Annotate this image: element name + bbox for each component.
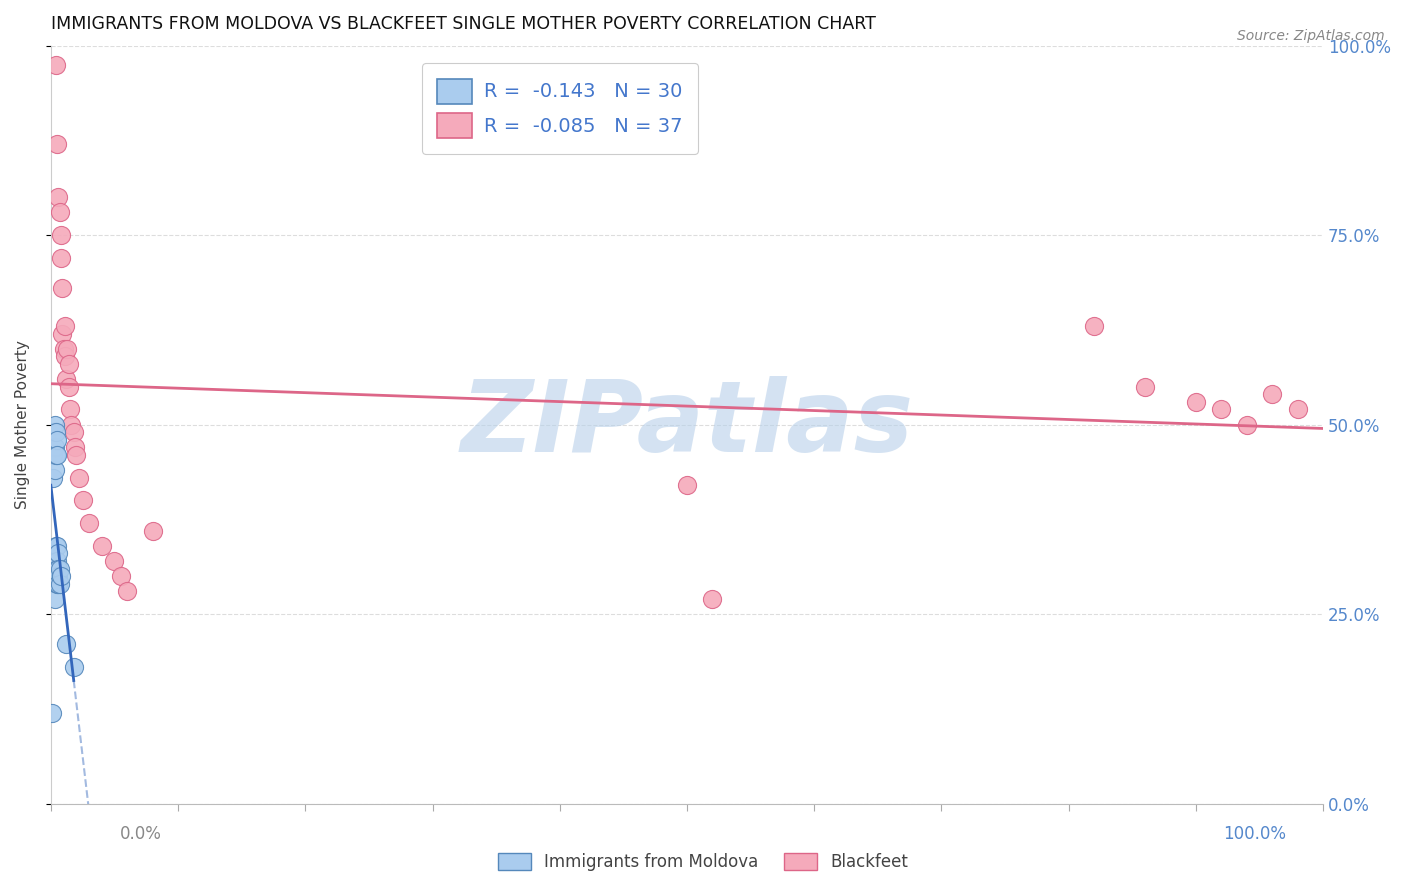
Point <box>51 326 73 341</box>
Point <box>42 425 65 440</box>
Point <box>45 57 67 71</box>
Point <box>52 342 75 356</box>
Point <box>46 576 69 591</box>
Legend: R =  -0.143   N = 30, R =  -0.085   N = 37: R = -0.143 N = 30, R = -0.085 N = 37 <box>422 63 697 153</box>
Point <box>110 569 132 583</box>
Point <box>62 425 84 440</box>
Point <box>90 539 112 553</box>
Point <box>58 380 80 394</box>
Point <box>46 539 69 553</box>
Point <box>46 448 69 462</box>
Point <box>45 448 67 462</box>
Point <box>48 546 70 560</box>
Point <box>55 637 77 651</box>
Point <box>48 561 70 575</box>
Point <box>45 554 67 568</box>
Point <box>42 470 65 484</box>
Point <box>62 660 84 674</box>
Point <box>48 561 70 575</box>
Text: 0.0%: 0.0% <box>120 825 162 843</box>
Point <box>49 228 72 243</box>
Point <box>676 478 699 492</box>
Point <box>53 350 76 364</box>
Point <box>56 342 79 356</box>
Point <box>48 190 70 204</box>
Point <box>41 706 63 720</box>
Point <box>1286 402 1309 417</box>
Point <box>1211 402 1233 417</box>
Point <box>46 554 69 568</box>
Text: IMMIGRANTS FROM MOLDOVA VS BLACKFEET SINGLE MOTHER POVERTY CORRELATION CHART: IMMIGRANTS FROM MOLDOVA VS BLACKFEET SIN… <box>51 15 876 33</box>
Point <box>48 205 70 219</box>
Point <box>142 524 165 538</box>
Point <box>49 251 72 265</box>
Point <box>1083 319 1105 334</box>
Text: Source: ZipAtlas.com: Source: ZipAtlas.com <box>1237 29 1385 43</box>
Y-axis label: Single Mother Poverty: Single Mother Poverty <box>15 340 30 509</box>
Point <box>48 569 70 583</box>
Text: ZIPatlas: ZIPatlas <box>460 376 914 473</box>
Point <box>1261 387 1284 401</box>
Text: 100.0%: 100.0% <box>1223 825 1286 843</box>
Point <box>51 281 73 295</box>
Point <box>45 539 67 553</box>
Point <box>59 402 82 417</box>
Point <box>46 561 69 575</box>
Point <box>49 569 72 583</box>
Point <box>103 554 125 568</box>
Point <box>44 569 66 583</box>
Point <box>1236 417 1258 432</box>
Point <box>77 516 100 530</box>
Point <box>46 569 69 583</box>
Legend: Immigrants from Moldova, Blackfeet: Immigrants from Moldova, Blackfeet <box>489 845 917 880</box>
Point <box>1133 380 1156 394</box>
Point <box>45 425 67 440</box>
Point <box>53 319 76 334</box>
Point <box>702 591 724 606</box>
Point <box>55 372 77 386</box>
Point <box>67 470 90 484</box>
Point <box>48 576 70 591</box>
Point <box>58 357 80 371</box>
Point <box>115 584 138 599</box>
Point <box>65 448 87 462</box>
Point <box>42 448 65 462</box>
Point <box>44 463 66 477</box>
Point <box>72 493 94 508</box>
Point <box>60 417 83 432</box>
Point <box>44 417 66 432</box>
Point <box>45 569 67 583</box>
Point <box>46 433 69 447</box>
Point <box>44 441 66 455</box>
Point <box>48 576 70 591</box>
Point <box>46 137 69 152</box>
Point <box>44 591 66 606</box>
Point <box>1185 395 1208 409</box>
Point <box>63 441 86 455</box>
